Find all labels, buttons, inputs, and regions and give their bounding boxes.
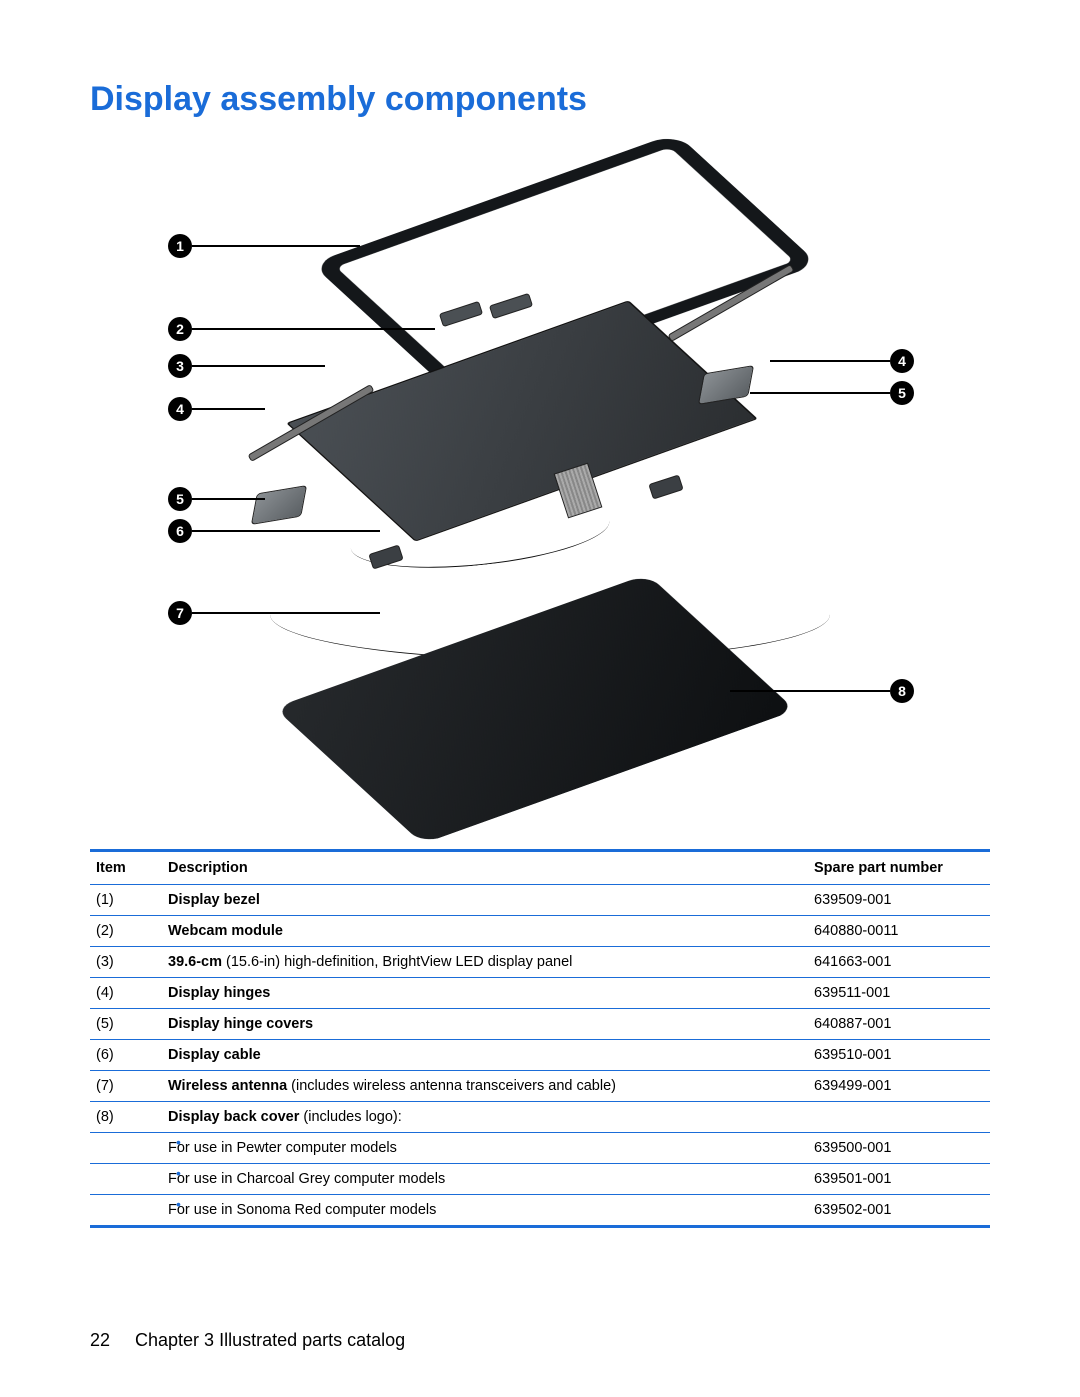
leader-left-1	[192, 245, 360, 247]
leader-right-4	[770, 360, 890, 362]
cell-item	[90, 1195, 162, 1227]
leader-left-6	[192, 530, 380, 532]
desc-rest: (includes wireless antenna transceivers …	[287, 1078, 616, 1094]
cell-sub-description: For use in Sonoma Red computer models	[162, 1195, 808, 1227]
table-row: (3)39.6-cm (15.6-in) high-definition, Br…	[90, 947, 990, 978]
leader-right-8	[730, 690, 890, 692]
exploded-diagram: 1 2 3 4 5 6 7 4 5 8	[90, 149, 990, 829]
page: Display assembly components 1	[0, 0, 1080, 1397]
section-title: Display assembly components	[90, 80, 990, 119]
cell-spn: 641663-001	[808, 947, 990, 978]
cell-item: (5)	[90, 1009, 162, 1040]
cell-spn: 639510-001	[808, 1040, 990, 1071]
table-row: (2) Webcam module 640880-0011	[90, 916, 990, 947]
table-row: (8)Display back cover (includes logo):	[90, 1102, 990, 1133]
cell-item: (4)	[90, 978, 162, 1009]
cell-spn: 639509-001	[808, 885, 990, 916]
desc-bold: Display bezel	[168, 892, 260, 908]
cell-spn: 639499-001	[808, 1071, 990, 1102]
cell-description: Display back cover (includes logo):	[162, 1102, 808, 1133]
th-spare-part-number: Spare part number	[808, 851, 990, 885]
table-subrow: For use in Charcoal Grey computer models…	[90, 1164, 990, 1195]
desc-rest: (15.6-in) high-definition, BrightView LE…	[222, 954, 572, 970]
desc-bold: Display cable	[168, 1047, 261, 1063]
callout-1: 1	[168, 234, 192, 258]
part-hinge-cover-left	[251, 485, 307, 525]
table-body: (1) Display bezel 639509-001 (2) Webcam modu…	[90, 885, 990, 1227]
table-subrow: For use in Sonoma Red computer models639…	[90, 1195, 990, 1227]
cell-spn	[808, 1102, 990, 1133]
cell-spn: 640887-001	[808, 1009, 990, 1040]
table-subrow: For use in Pewter computer models639500-…	[90, 1133, 990, 1164]
table-header-row: Item Description Spare part number	[90, 851, 990, 885]
leader-left-5	[192, 498, 265, 500]
table-row: (6) Display cable 639510-001	[90, 1040, 990, 1071]
cell-spn: 639502-001	[808, 1195, 990, 1227]
callout-6: 6	[168, 519, 192, 543]
desc-bold: 39.6-cm	[168, 954, 222, 970]
leader-left-3	[192, 365, 325, 367]
cell-description: Wireless antenna (includes wireless ante…	[162, 1071, 808, 1102]
callout-7: 7	[168, 601, 192, 625]
cell-spn: 639500-001	[808, 1133, 990, 1164]
desc-bold: Webcam module	[168, 923, 283, 939]
callout-4: 4	[168, 397, 192, 421]
table-row: (5) Display hinge covers 640887-001	[90, 1009, 990, 1040]
cell-description: Display hinges	[162, 978, 808, 1009]
cell-item: (8)	[90, 1102, 162, 1133]
cell-item: (3)	[90, 947, 162, 978]
cell-sub-description: For use in Charcoal Grey computer models	[162, 1164, 808, 1195]
callout-3: 3	[168, 354, 192, 378]
callout-8-r: 8	[890, 679, 914, 703]
table-row: (7)Wireless antenna (includes wireless a…	[90, 1071, 990, 1102]
cell-item	[90, 1133, 162, 1164]
cell-spn: 639511-001	[808, 978, 990, 1009]
page-number: 22	[90, 1330, 130, 1351]
cell-spn: 640880-0011	[808, 916, 990, 947]
desc-bold: Display hinges	[168, 985, 270, 1001]
leader-left-2	[192, 328, 435, 330]
cell-item	[90, 1164, 162, 1195]
cell-spn: 639501-001	[808, 1164, 990, 1195]
callout-5-r: 5	[890, 381, 914, 405]
cell-description: Display hinge covers	[162, 1009, 808, 1040]
table-row: (4) Display hinges 639511-001	[90, 978, 990, 1009]
cell-description: Display cable	[162, 1040, 808, 1071]
chapter-label: Chapter 3 Illustrated parts catalog	[135, 1330, 405, 1350]
th-description: Description	[162, 851, 808, 885]
desc-bold: Display back cover	[168, 1109, 299, 1125]
leader-right-5	[750, 392, 890, 394]
cell-description: Webcam module	[162, 916, 808, 947]
leader-left-4	[192, 408, 265, 410]
th-item: Item	[90, 851, 162, 885]
callout-2: 2	[168, 317, 192, 341]
cell-item: (7)	[90, 1071, 162, 1102]
cell-item: (1)	[90, 885, 162, 916]
table-row: (1) Display bezel 639509-001	[90, 885, 990, 916]
leader-left-7	[192, 612, 380, 614]
cell-description: 39.6-cm (15.6-in) high-definition, Brigh…	[162, 947, 808, 978]
desc-rest: (includes logo):	[299, 1109, 401, 1125]
part-antenna-tx-b	[648, 474, 683, 499]
cell-description: Display bezel	[162, 885, 808, 916]
callout-4-r: 4	[890, 349, 914, 373]
parts-table: Item Description Spare part number (1) Di…	[90, 849, 990, 1228]
callout-5: 5	[168, 487, 192, 511]
desc-bold: Display hinge covers	[168, 1016, 313, 1032]
cell-item: (6)	[90, 1040, 162, 1071]
page-footer: 22 Chapter 3 Illustrated parts catalog	[90, 1330, 405, 1351]
cell-sub-description: For use in Pewter computer models	[162, 1133, 808, 1164]
cell-item: (2)	[90, 916, 162, 947]
desc-bold: Wireless antenna	[168, 1078, 287, 1094]
